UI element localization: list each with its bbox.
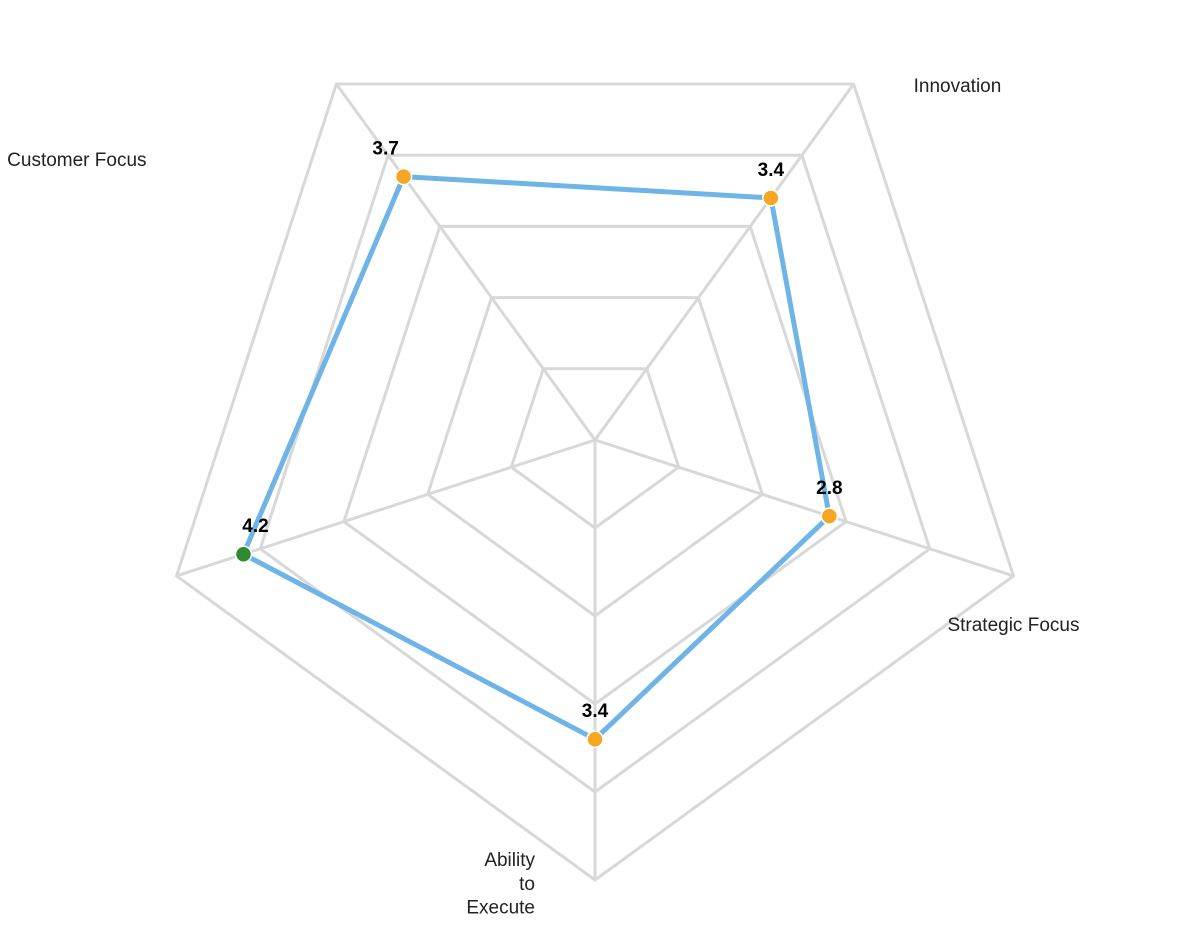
- marker-strategic_focus: [821, 508, 837, 524]
- marker-innovation: [763, 190, 779, 206]
- marker-leadership: [396, 169, 412, 185]
- axis-label-customer_focus: Customer Focus: [7, 150, 146, 171]
- value-label-customer_focus: 4.2: [242, 516, 268, 537]
- spoke-leadership: [336, 84, 595, 440]
- value-label-leadership: 3.7: [372, 139, 398, 160]
- radar-spokes: [177, 84, 1014, 880]
- spoke-innovation: [595, 84, 854, 440]
- spoke-strategic_focus: [595, 440, 1013, 576]
- axis-label-strategic_focus: Strategic Focus: [947, 615, 1079, 636]
- marker-customer_focus: [235, 546, 251, 562]
- axis-label-ability_execute: AbilitytoExecute: [466, 850, 535, 919]
- value-label-innovation: 3.4: [758, 160, 785, 181]
- radar-chart: 3.73.42.83.44.2LeadershipInnovationStrat…: [0, 0, 1198, 927]
- axis-label-innovation: Innovation: [914, 76, 1002, 97]
- value-label-strategic_focus: 2.8: [816, 478, 842, 499]
- axis-labels: LeadershipInnovationStrategic FocusAbili…: [7, 0, 1079, 919]
- marker-ability_execute: [587, 731, 603, 747]
- value-label-ability_execute: 3.4: [582, 701, 609, 722]
